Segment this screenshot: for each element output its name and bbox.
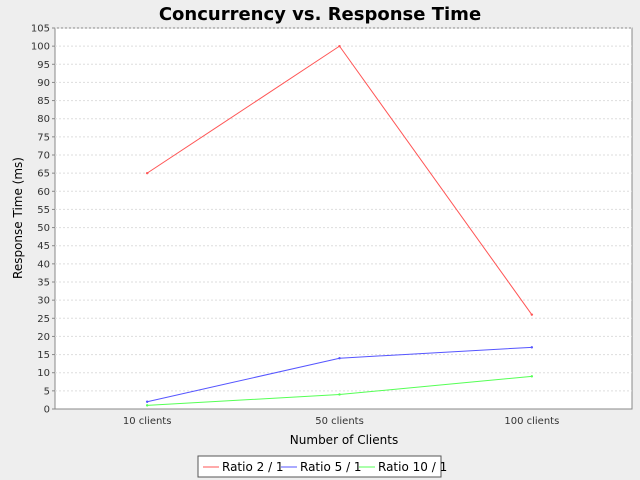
y-tick-label: 60 bbox=[37, 187, 50, 198]
y-tick-label: 40 bbox=[37, 259, 50, 270]
y-tick-label: 45 bbox=[37, 241, 50, 252]
x-tick-label: 50 clients bbox=[315, 416, 364, 427]
y-tick-label: 10 bbox=[37, 368, 50, 379]
y-tick-label: 85 bbox=[37, 96, 50, 107]
y-tick-label: 100 bbox=[31, 42, 50, 53]
y-tick-label: 35 bbox=[37, 278, 50, 289]
y-tick-label: 90 bbox=[37, 78, 50, 89]
series-2-point bbox=[338, 357, 341, 360]
series-1-point bbox=[145, 171, 149, 175]
x-tick-label: 100 clients bbox=[504, 416, 559, 427]
y-tick-label: 20 bbox=[37, 332, 50, 343]
y-tick-label: 15 bbox=[37, 350, 50, 361]
legend-label-3: Ratio 10 / 1 bbox=[378, 460, 447, 474]
y-tick-label: 105 bbox=[31, 24, 50, 35]
y-tick-label: 30 bbox=[37, 296, 50, 307]
y-tick-label: 70 bbox=[37, 151, 50, 162]
legend-label-2: Ratio 5 / 1 bbox=[300, 460, 362, 474]
y-tick-label: 25 bbox=[37, 314, 50, 325]
legend: Ratio 2 / 1 Ratio 5 / 1 Ratio 10 / 1 bbox=[197, 455, 447, 478]
y-tick-label: 0 bbox=[44, 405, 50, 416]
y-tick-label: 5 bbox=[44, 386, 50, 397]
y-tick-label: 75 bbox=[37, 132, 50, 143]
plot-area bbox=[54, 27, 633, 410]
x-tick-label: 10 clients bbox=[123, 416, 172, 427]
series-lines bbox=[145, 44, 534, 407]
grid-lines bbox=[55, 27, 632, 392]
x-axis-label: Number of Clients bbox=[290, 433, 398, 447]
legend-label-1: Ratio 2 / 1 bbox=[222, 460, 284, 474]
series-2-point bbox=[530, 346, 534, 349]
series-1-point bbox=[338, 44, 341, 48]
y-axis-ticks: 0 5 10 15 20 25 30 35 40 45 50 55 60 65 70 75 80 85 90 95 10… bbox=[31, 24, 55, 416]
chart-title: Concurrency vs. Response Time bbox=[159, 4, 481, 25]
series-3-point bbox=[145, 404, 149, 407]
y-tick-label: 65 bbox=[37, 169, 50, 180]
y-tick-label: 55 bbox=[37, 205, 50, 216]
legend-box bbox=[197, 455, 442, 478]
y-tick-label: 80 bbox=[37, 114, 50, 125]
series-2-point bbox=[145, 400, 149, 403]
y-tick-label: 50 bbox=[37, 223, 50, 234]
x-axis-ticks: 10 clients 50 clients 100 clients bbox=[123, 416, 559, 427]
y-tick-label: 95 bbox=[37, 60, 50, 71]
series-3-point bbox=[530, 375, 534, 378]
series-3-point bbox=[338, 393, 341, 396]
y-axis-label: Response Time (ms) bbox=[11, 157, 25, 279]
series-1-point bbox=[530, 313, 534, 316]
